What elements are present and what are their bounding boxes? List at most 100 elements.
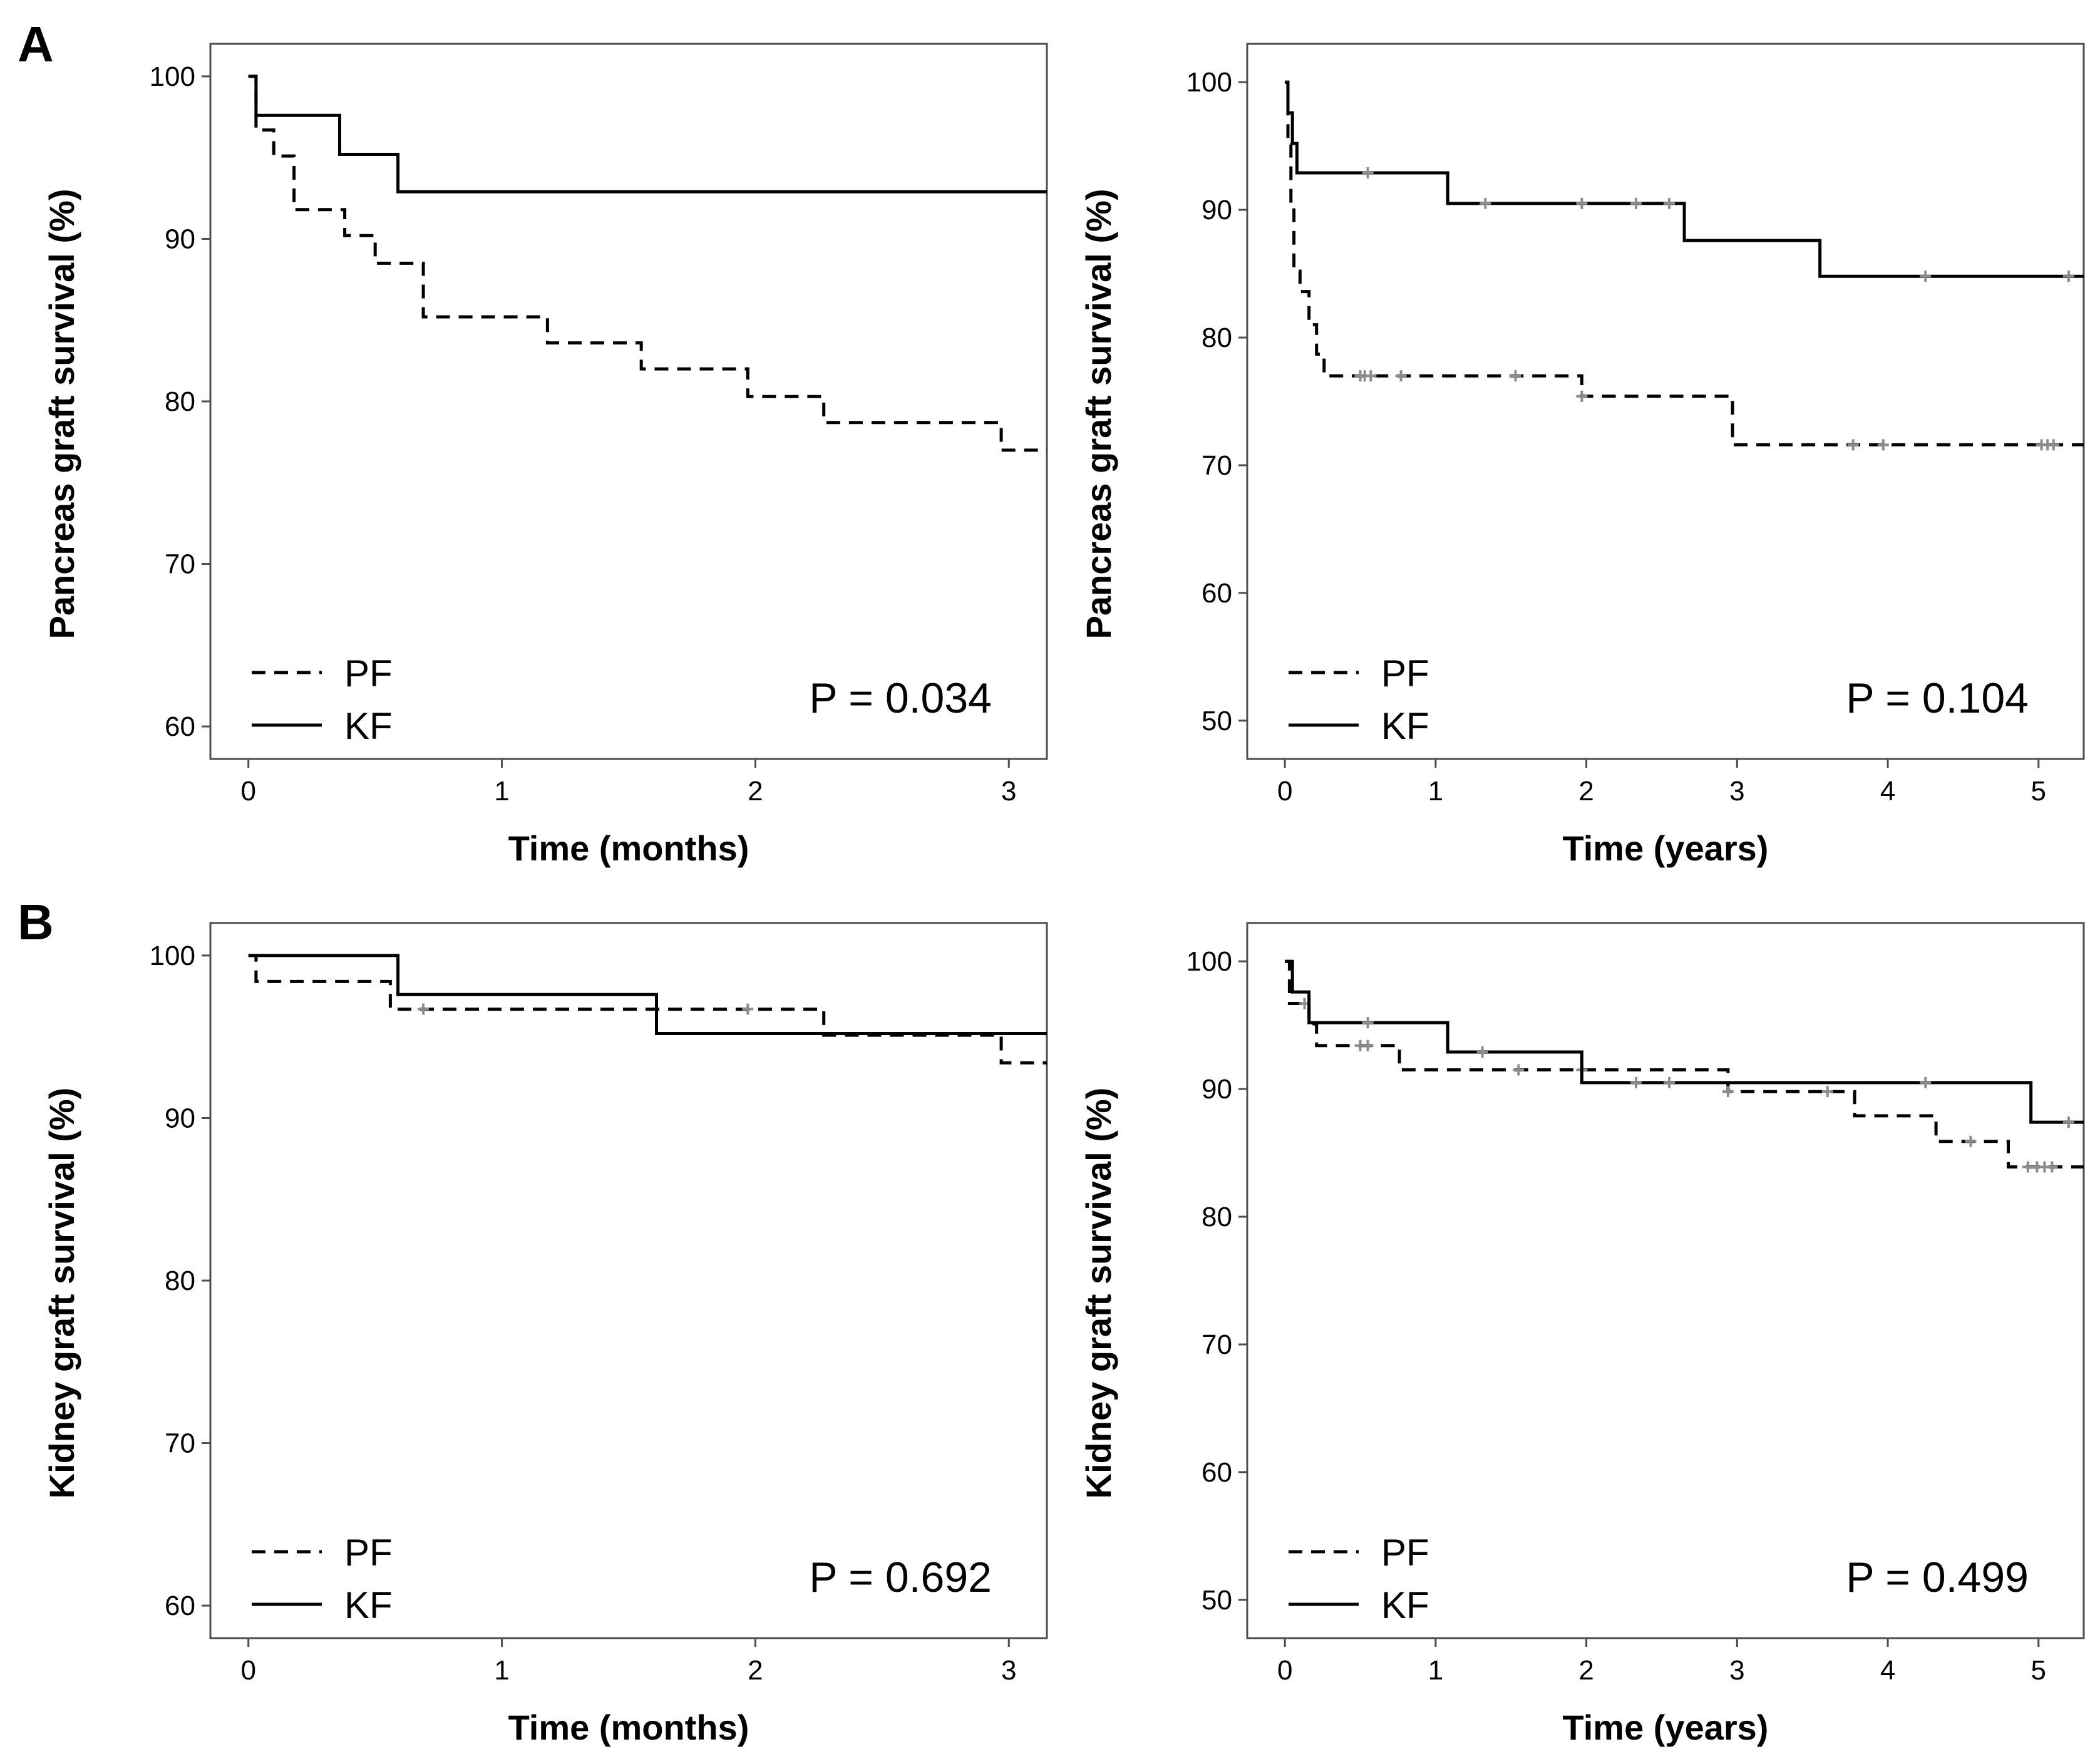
legend-pf-label: PF — [344, 1532, 393, 1574]
plot-frame — [1246, 922, 2085, 1639]
x-tick-label: 5 — [2031, 1655, 2046, 1686]
censor-mark — [1664, 197, 1675, 209]
censor-mark — [1877, 439, 1889, 451]
x-tick-label: 0 — [240, 776, 255, 807]
km-plot-3: 60 70 80 90 100 0 1 2 3 Time (months) Kidney graft… — [42, 922, 1048, 1747]
y-tick-label: 100 — [1186, 67, 1232, 98]
censor-mark — [1630, 1076, 1642, 1088]
y-axis-title: Kidney graft survival (%) — [1079, 1088, 1118, 1499]
censor-mark — [1576, 197, 1588, 209]
series-kf-curve — [1285, 959, 2084, 1124]
series-pf-curve — [248, 75, 1047, 452]
censor-mark — [1362, 167, 1374, 178]
censor-mark — [1476, 1046, 1488, 1058]
x-tick-label: 2 — [1578, 776, 1593, 807]
plot-frame — [209, 43, 1048, 760]
y-tick-label: 50 — [1202, 706, 1232, 736]
censor-mark — [2062, 1117, 2074, 1128]
censor-mark — [1920, 271, 1932, 282]
x-tick-label: 1 — [494, 776, 509, 807]
x-tick-label: 3 — [1729, 776, 1744, 807]
plot-frame — [1246, 43, 2085, 760]
p-value-label: P = 0.034 — [809, 674, 992, 722]
censor-mark — [1395, 370, 1407, 382]
series-kf-curve — [248, 75, 1047, 193]
y-tick-label: 70 — [1202, 1329, 1232, 1360]
y-tick-label: 100 — [150, 941, 195, 971]
censor-mark — [1821, 1086, 1833, 1098]
x-tick-label: 0 — [240, 1655, 255, 1686]
censor-mark — [742, 1003, 754, 1015]
censor-mark — [2046, 1161, 2058, 1173]
km-plot-1: 60 70 80 90 100 0 1 2 3 Time (months) Pancreas gra… — [42, 43, 1048, 868]
x-tick-label: 3 — [1001, 1655, 1016, 1686]
y-axis-title: Pancreas graft survival (%) — [42, 189, 81, 639]
y-tick-label: 60 — [165, 711, 195, 742]
x-axis-title: Time (years) — [1563, 1708, 1769, 1747]
censor-mark — [1965, 1135, 1977, 1147]
legend-kf-label: KF — [1381, 1584, 1429, 1626]
series-pf-curve — [248, 954, 1047, 1065]
y-tick-label: 60 — [1202, 578, 1232, 609]
legend-kf-label: KF — [344, 1584, 393, 1626]
x-axis-title: Time (months) — [508, 1708, 749, 1747]
km-plot-2: 50 60 70 80 90 100 0 1 2 3 4 5 Time (years) Pancreas … — [1079, 43, 2085, 868]
y-tick-label: 70 — [165, 1428, 195, 1459]
x-axis-title: Time (months) — [508, 828, 749, 868]
y-tick-label: 70 — [165, 549, 195, 580]
legend-pf-label: PF — [1381, 1532, 1429, 1574]
legend-kf-label: KF — [1381, 705, 1429, 747]
censor-mark — [1362, 1017, 1374, 1029]
censor-mark — [2062, 271, 2074, 282]
series-kf-curve — [1285, 80, 2084, 278]
x-tick-label: 0 — [1277, 776, 1292, 807]
censor-mark — [1722, 1086, 1734, 1098]
km-plot-4: 50 60 70 80 90 100 0 1 2 3 4 5 Time (years) Kidney gr… — [1079, 922, 2085, 1747]
x-tick-label: 4 — [1880, 1655, 1895, 1686]
x-tick-label: 5 — [2031, 776, 2046, 807]
y-tick-label: 90 — [1202, 1074, 1232, 1105]
x-tick-label: 3 — [1729, 1655, 1744, 1686]
censor-mark — [1630, 197, 1642, 209]
censor-mark — [418, 1003, 430, 1015]
legend-pf-label: PF — [344, 652, 393, 694]
y-tick-label: 60 — [165, 1591, 195, 1621]
y-tick-label: 100 — [150, 61, 195, 92]
p-value-label: P = 0.692 — [809, 1554, 992, 1601]
p-value-label: P = 0.104 — [1846, 674, 2029, 722]
legend-pf-label: PF — [1381, 652, 1429, 694]
x-tick-label: 4 — [1880, 776, 1895, 807]
y-tick-label: 80 — [1202, 322, 1232, 353]
y-tick-label: 80 — [165, 386, 195, 417]
x-tick-label: 1 — [494, 1655, 509, 1686]
y-tick-label: 100 — [1186, 946, 1232, 977]
x-tick-label: 0 — [1277, 1655, 1292, 1686]
y-tick-label: 60 — [1202, 1457, 1232, 1488]
censor-mark — [1847, 439, 1859, 451]
series-pf-curve — [1285, 959, 2084, 1168]
y-tick-label: 50 — [1202, 1585, 1232, 1616]
censor-mark — [1664, 1076, 1675, 1088]
x-tick-label: 2 — [1578, 1655, 1593, 1686]
y-tick-label: 80 — [165, 1266, 195, 1296]
y-axis-title: Pancreas graft survival (%) — [1079, 189, 1118, 639]
censor-mark — [2047, 439, 2059, 451]
x-tick-label: 1 — [1428, 776, 1443, 807]
y-tick-label: 80 — [1202, 1202, 1232, 1232]
censor-mark — [1920, 1076, 1932, 1088]
legend-kf-label: KF — [344, 705, 393, 747]
y-tick-label: 90 — [1202, 195, 1232, 225]
censor-mark — [1510, 370, 1521, 382]
panel-label-b: B — [18, 894, 54, 950]
x-tick-label: 1 — [1428, 1655, 1443, 1686]
censor-mark — [1576, 390, 1588, 402]
censor-mark — [1365, 370, 1377, 382]
y-tick-label: 70 — [1202, 450, 1232, 481]
plot-frame — [209, 922, 1048, 1639]
censor-mark — [1480, 197, 1491, 209]
p-value-label: P = 0.499 — [1846, 1554, 2029, 1601]
series-kf-curve — [248, 954, 1047, 1035]
x-tick-label: 2 — [748, 776, 763, 807]
